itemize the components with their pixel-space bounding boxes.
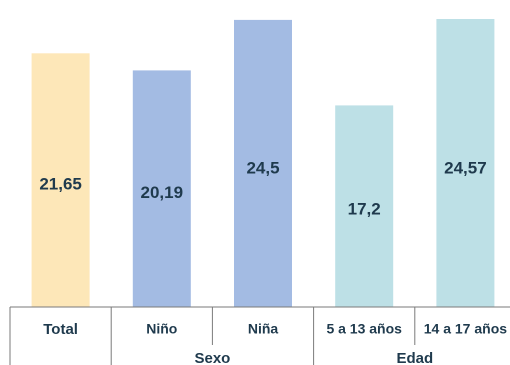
bars-layer <box>31 19 495 308</box>
bar-total <box>31 53 90 307</box>
group-label-sexo: Sexo <box>194 350 230 365</box>
category-label-14-a-17-anos: 14 a 17 años <box>424 321 507 337</box>
bar-5-a-13-anos <box>335 105 394 308</box>
category-label-nina: Niña <box>248 321 279 337</box>
value-label-14-a-17-anos: 24,57 <box>444 158 487 177</box>
value-label-nino: 20,19 <box>141 183 184 202</box>
value-labels-layer: 21,65 20,19 24,5 17,2 24,57 <box>39 158 486 218</box>
bar-nino <box>132 70 191 308</box>
category-label-total: Total <box>43 321 78 338</box>
category-label-5-a-13-anos: 5 a 13 años <box>326 321 402 337</box>
category-label-nino: Niño <box>146 321 177 337</box>
value-label-nina: 24,5 <box>246 159 279 178</box>
group-labels-layer: Sexo Edad <box>194 350 433 365</box>
bar-nina <box>234 19 292 308</box>
value-label-total: 21,65 <box>39 175 82 194</box>
axis-layer <box>9 306 510 365</box>
group-label-edad: Edad <box>396 350 433 365</box>
bar-14-a-17-anos <box>436 19 495 307</box>
category-labels-layer: Total Niño Niña 5 a 13 años 14 a 17 años <box>43 321 507 338</box>
value-label-5-a-13-anos: 17,2 <box>348 200 381 219</box>
